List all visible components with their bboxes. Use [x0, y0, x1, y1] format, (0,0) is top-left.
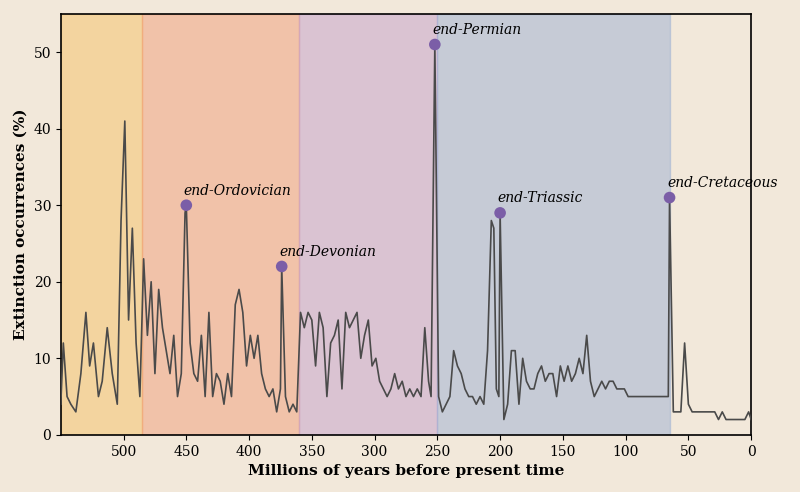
Bar: [299, 14, 438, 435]
Point: [429, 40, 442, 48]
Text: end-Cretaceous: end-Cretaceous: [667, 176, 778, 190]
Point: [180, 201, 193, 209]
Text: end-Ordovician: end-Ordovician: [184, 184, 291, 198]
Bar: [61, 14, 142, 435]
Text: end-Triassic: end-Triassic: [498, 191, 583, 205]
Y-axis label: Extinction occurrences (%): Extinction occurrences (%): [14, 109, 28, 340]
X-axis label: Millions of years before present time: Millions of years before present time: [248, 464, 564, 478]
Point: [494, 209, 506, 217]
Bar: [438, 14, 670, 435]
Point: [275, 263, 288, 271]
Text: end-Permian: end-Permian: [432, 23, 522, 37]
Text: end-Devonian: end-Devonian: [279, 245, 376, 259]
Bar: [142, 14, 299, 435]
Point: [663, 194, 676, 202]
